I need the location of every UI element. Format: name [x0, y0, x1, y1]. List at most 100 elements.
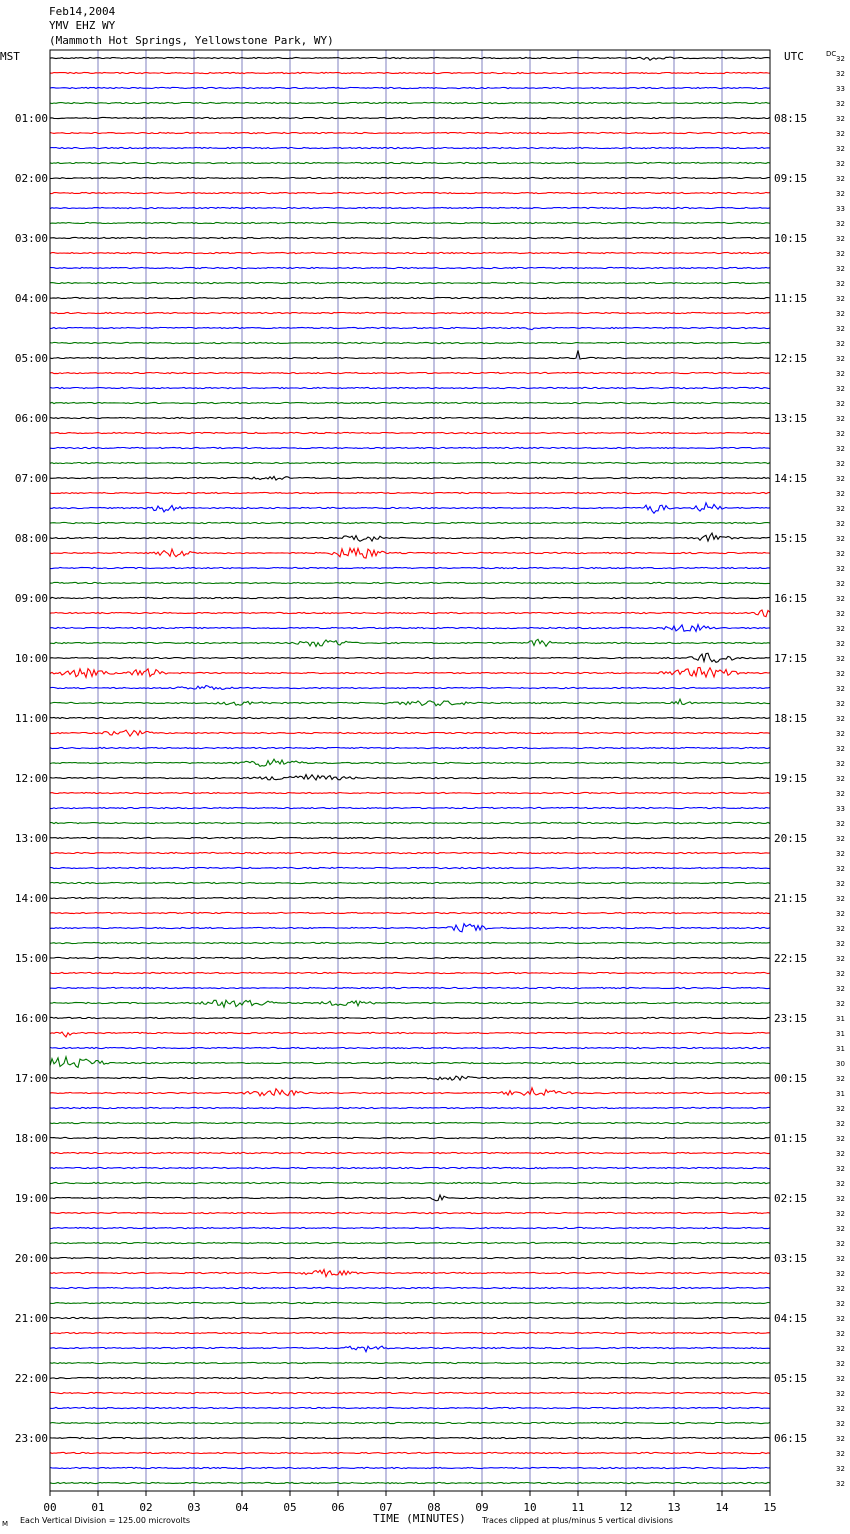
dc-offset-label: 32: [836, 790, 845, 798]
trace-line: [49, 1166, 771, 1170]
x-tick-label: 09: [475, 1501, 488, 1514]
trace-line: [49, 296, 771, 300]
trace-line: [49, 1046, 771, 1050]
dc-offset-label: 32: [836, 100, 845, 108]
trace-line: [49, 729, 771, 738]
trace-line: [49, 401, 770, 405]
dc-offset-label: 32: [836, 1285, 845, 1293]
trace-line: [50, 821, 771, 825]
x-tick-label: 01: [91, 1501, 104, 1514]
left-hour-label: 16:00: [15, 1012, 48, 1025]
trace-line: [50, 1016, 771, 1020]
dc-offset-label: 32: [836, 505, 845, 513]
right-hour-label: 03:15: [774, 1252, 807, 1265]
dc-offset-label: 32: [836, 775, 845, 783]
trace-line: [49, 86, 771, 90]
dc-offset-label: 32: [836, 940, 845, 948]
trace-line: [49, 941, 771, 945]
dc-offset-label: 31: [836, 1045, 845, 1053]
trace-line: [49, 521, 771, 525]
dc-offset-label: 32: [836, 1270, 845, 1278]
dc-offset-label: 32: [836, 685, 845, 693]
x-tick-label: 05: [283, 1501, 296, 1514]
dc-offset-label: 32: [836, 715, 845, 723]
x-tick-label: 12: [619, 1501, 632, 1514]
dc-offset-label: 32: [836, 1075, 845, 1083]
trace-line: [50, 566, 771, 570]
trace-line: [49, 652, 771, 664]
trace-line: [49, 911, 770, 915]
left-hour-label: 06:00: [15, 412, 48, 425]
trace-line: [49, 176, 771, 180]
trace-line: [49, 1256, 771, 1260]
dc-offset-label: 32: [836, 235, 845, 243]
left-hour-label: 17:00: [15, 1072, 48, 1085]
trace-line: [49, 773, 771, 782]
dc-offset-label: 32: [836, 520, 845, 528]
dc-offset-label: 32: [836, 1450, 845, 1458]
dc-offset-label: 32: [836, 70, 845, 78]
trace-line: [49, 1054, 771, 1069]
dc-offset-label: 32: [836, 295, 845, 303]
trace-line: [49, 1436, 771, 1440]
dc-offset-label: 33: [836, 85, 845, 93]
left-hour-label: 10:00: [15, 652, 48, 665]
dc-offset-label: 32: [836, 1300, 845, 1308]
chart-date: Feb14,2004: [49, 5, 116, 18]
right-hour-label: 08:15: [774, 112, 807, 125]
trace-line: [49, 666, 771, 680]
dc-offset-label: 32: [836, 895, 845, 903]
right-hour-label: 16:15: [774, 592, 807, 605]
dc-offset-label: 32: [836, 280, 845, 288]
dc-offset-label: 31: [836, 1030, 845, 1038]
dc-offset-label: 32: [836, 1330, 845, 1338]
right-hour-label: 15:15: [774, 532, 807, 545]
trace-line: [49, 1286, 771, 1290]
dc-offset-label: 32: [836, 475, 845, 483]
trace-line: [49, 131, 771, 135]
left-hour-label: 09:00: [15, 592, 48, 605]
x-tick-label: 07: [379, 1501, 392, 1514]
trace-line: [49, 501, 771, 515]
left-axis-title: MST: [0, 50, 20, 63]
dc-offset-label: 32: [836, 385, 845, 393]
dc-offset-label: 32: [836, 1360, 845, 1368]
left-hour-label: 21:00: [15, 1312, 48, 1325]
trace-line: [49, 431, 771, 435]
left-hour-label: 14:00: [15, 892, 48, 905]
x-tick-label: 13: [667, 1501, 680, 1514]
dc-offset-label: 32: [836, 400, 845, 408]
left-hour-label: 15:00: [15, 952, 48, 965]
left-hour-label: 11:00: [15, 712, 48, 725]
trace-line: [49, 116, 771, 120]
corner-mark: M: [2, 1520, 8, 1528]
trace-line: [49, 971, 771, 975]
dc-offset-label: 32: [836, 835, 845, 843]
dc-offset-label: 32: [836, 565, 845, 573]
right-hour-label: 00:15: [774, 1072, 807, 1085]
right-hour-label: 10:15: [774, 232, 807, 245]
dc-offset-label: 32: [836, 595, 845, 603]
right-hour-label: 19:15: [774, 772, 807, 785]
trace-line: [49, 475, 771, 481]
grid-lines: [97, 50, 723, 1491]
trace-line: [49, 1331, 771, 1335]
dc-offset-label: 32: [836, 325, 845, 333]
dc-offset-label: 32: [836, 1180, 845, 1188]
trace-line: [49, 684, 771, 691]
station-code: YMV EHZ WY: [49, 19, 116, 32]
trace-line: [49, 350, 771, 360]
right-hour-label: 01:15: [774, 1132, 807, 1145]
trace-line: [49, 251, 771, 255]
trace-line: [49, 1031, 771, 1038]
left-hour-label: 12:00: [15, 772, 48, 785]
left-hour-label: 03:00: [15, 232, 48, 245]
dc-offset-label: 32: [836, 535, 845, 543]
trace-line: [49, 1421, 771, 1425]
dc-offset-label: 32: [836, 580, 845, 588]
dc-offset-label: 32: [836, 115, 845, 123]
dc-offset-label: 32: [836, 1390, 845, 1398]
dc-offset-label: 32: [836, 625, 845, 633]
dc-offset-label: 32: [836, 250, 845, 258]
